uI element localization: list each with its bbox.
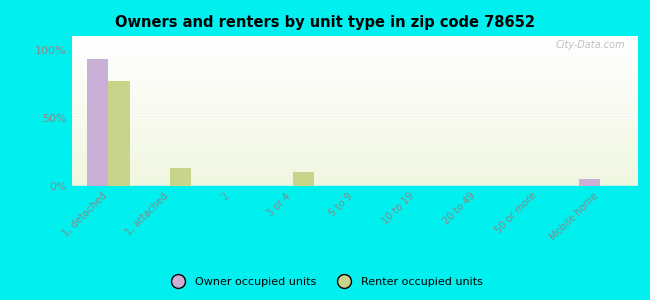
Bar [109,81,130,186]
Text: City-Data.com: City-Data.com [556,40,626,50]
Text: Owners and renters by unit type in zip code 78652: Owners and renters by unit type in zip c… [115,15,535,30]
Bar [170,168,191,186]
Bar [578,179,600,186]
Bar [87,59,109,186]
Legend: Owner occupied units, Renter occupied units: Owner occupied units, Renter occupied un… [163,273,487,291]
Bar [292,172,315,186]
